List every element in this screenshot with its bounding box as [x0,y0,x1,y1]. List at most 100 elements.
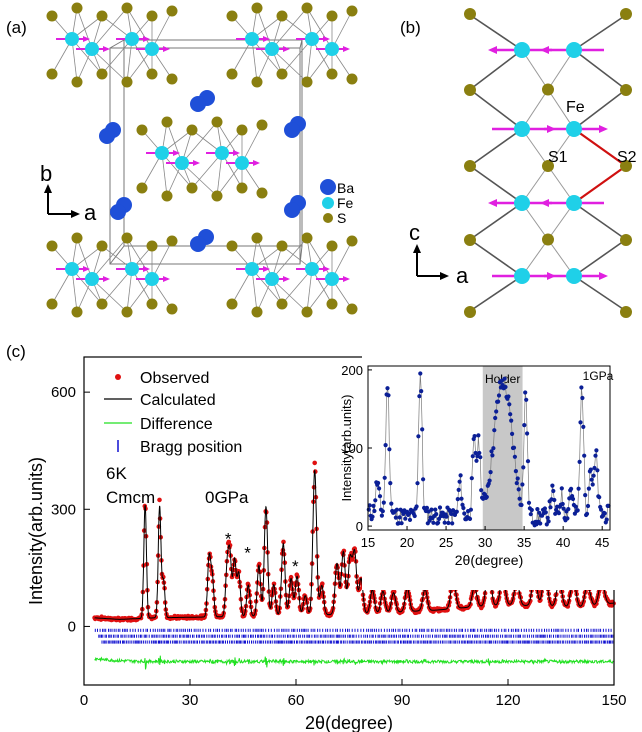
s-atom [276,298,288,310]
inset-point [543,510,548,515]
s-atom [256,119,268,131]
s-atom [71,76,83,88]
s-atom [46,10,58,22]
inset-point [597,495,602,500]
fe-s-bond [151,240,173,280]
inset-point [552,497,557,503]
ba-atom [110,204,126,220]
s-atom [346,303,358,315]
inset-point [491,446,496,451]
inset-point [502,376,507,381]
fe-s-bond [71,268,78,313]
s-atom [211,190,223,202]
inset-point [589,477,594,482]
s-atom [326,298,338,310]
pressure-label: 0GPa [205,488,249,507]
inset-point [389,501,394,506]
inset-point [556,510,562,516]
inset-point [489,449,494,454]
s-atom [161,116,173,128]
inset-point [403,516,408,521]
inset-point [522,423,527,428]
inset-point [381,500,386,505]
s-atom [251,232,263,244]
fe-s-ladder [46,232,178,318]
fe-atom [305,32,319,46]
panel-c: (c) ***0 30 60 90 120 15003006002θ(degree)Int… [6,342,634,732]
fe-atom [514,121,530,137]
inset-point [560,501,565,507]
s-atom [136,182,148,194]
fe-s-bond [91,7,128,50]
inset-point [551,488,556,494]
s-atom [542,233,554,246]
ba-atoms [99,90,306,252]
spin-arrow-head [343,46,350,52]
inset-point [473,450,478,456]
fe-atom [566,121,582,137]
axis-indicator-a [44,184,80,218]
inset-point [418,371,423,376]
inset-point [538,521,543,526]
inset-point [490,453,495,458]
inset-point [542,506,548,511]
inset-point [565,516,570,521]
inset-point [370,514,375,519]
panel-c-label: (c) [6,342,26,361]
fe-atom [145,42,159,56]
legend-bragg-label: Bragg position [140,439,242,456]
ladder-bond [573,202,627,241]
inset-point [577,459,582,464]
s-atom [464,306,476,318]
spin-arrow-head [193,160,200,166]
fe-atom [145,272,159,286]
inset-point [478,455,483,460]
inset-point [421,477,426,482]
inset-point [416,434,421,439]
s-atom [620,234,632,246]
s2-site-label: S2 [617,149,637,166]
fe-s2-bond-highlight [573,128,627,167]
space-group-label: Cmcm [106,488,155,507]
inset-point [486,481,491,486]
y-axis-label: Intensity(arb.units) [26,457,46,605]
inset-point [521,465,526,470]
s-atom [121,76,133,88]
fe-s-tetrahedra [46,2,358,318]
x-tick-label: 30 [182,692,199,709]
inset-point [431,520,436,525]
spin-arrow-head [263,266,270,272]
s-atom [166,303,178,315]
spin-arrow-head [143,266,150,272]
inset-point [511,445,517,450]
observed-point [281,539,286,545]
legend-calculated-label: Calculated [140,392,216,409]
inset-point [567,496,572,501]
fe-s-bond [331,10,353,50]
fe-s-bond [166,121,183,164]
inset-point [415,481,420,486]
ba-atom [284,122,300,138]
inset-point [417,394,422,399]
inset-point [446,520,451,526]
s-atom [326,240,338,252]
inset-point [516,487,521,492]
ladder-bond [573,238,627,277]
axis-indicator-b [413,244,449,280]
inset-point [517,496,522,501]
fe-s-bond [306,237,333,280]
inset-point [514,481,519,486]
inset-point [484,494,489,500]
inset-title: 1GPa [583,369,614,383]
fe-s-bond [251,38,283,75]
inset-point [479,488,484,493]
s-atom [146,10,158,22]
s-atom [146,240,158,252]
inset-x-tick-label: 35 [517,535,531,550]
s-atom [96,298,108,310]
inset-point [566,507,571,512]
spin-arrow-head [323,266,330,272]
fe-s-bond [216,121,243,164]
inset-point [419,389,424,394]
fe-s-bond [91,237,128,280]
